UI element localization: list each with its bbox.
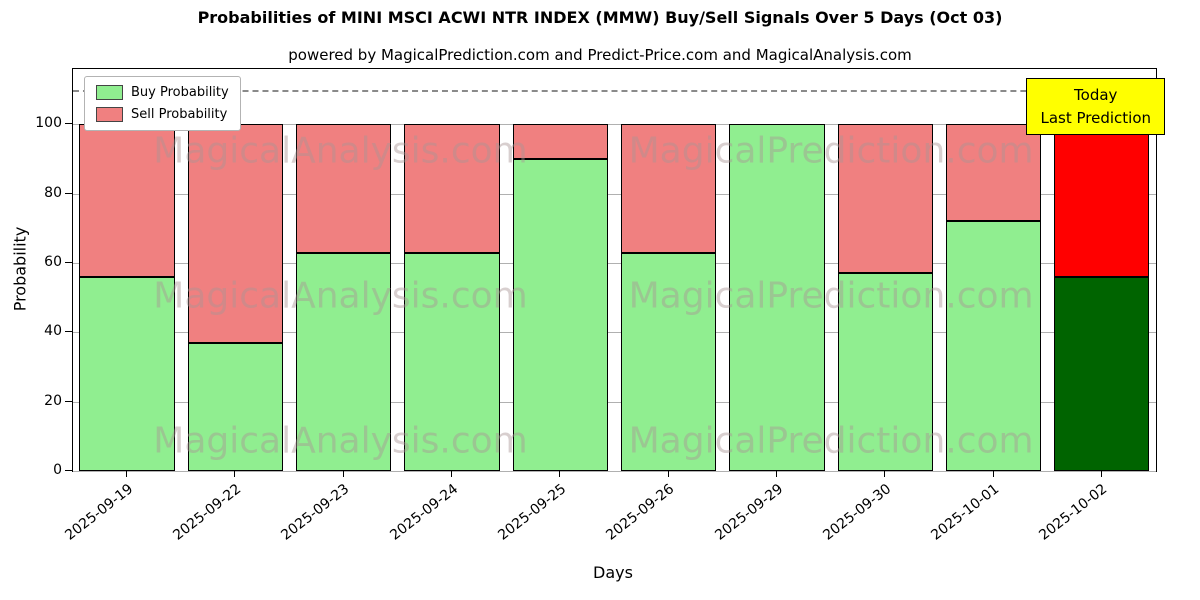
x-tickmark-2025-09-29 xyxy=(775,471,777,477)
bar-sell-2025-09-30 xyxy=(837,124,933,274)
bar-buy-2025-09-24 xyxy=(404,252,500,471)
x-tick-label-2025-09-25: 2025-09-25 xyxy=(495,481,570,544)
x-tickmark-2025-10-01 xyxy=(992,471,994,477)
bar-buy-2025-09-22 xyxy=(187,342,284,471)
x-tickmark-2025-09-26 xyxy=(667,471,669,477)
dashed-reference-line xyxy=(73,89,1156,92)
y-tickmark-40 xyxy=(65,331,72,333)
y-tickmark-100 xyxy=(65,123,72,125)
x-tick-label-2025-09-22: 2025-09-22 xyxy=(170,481,245,544)
y-tick-label-0: 0 xyxy=(53,462,62,478)
bar-sell-2025-10-02 xyxy=(1054,124,1150,277)
bar-buy-2025-09-25 xyxy=(512,159,608,471)
annotation-line-1: Today xyxy=(1074,86,1118,104)
x-tickmark-2025-09-25 xyxy=(559,471,561,477)
x-tickmark-2025-09-22 xyxy=(234,471,236,477)
x-tick-label-2025-09-19: 2025-09-19 xyxy=(62,481,137,544)
gridline-y-60 xyxy=(73,263,1156,265)
x-tickmark-2025-09-30 xyxy=(884,471,886,477)
bar-sell-2025-09-19 xyxy=(79,124,175,277)
y-tick-label-20: 20 xyxy=(44,392,62,409)
bar-sell-2025-09-23 xyxy=(296,124,392,253)
x-tick-label-2025-09-30: 2025-09-30 xyxy=(820,481,895,544)
y-tick-label-60: 60 xyxy=(44,254,62,271)
legend-buy-label: Buy Probability xyxy=(131,85,229,100)
gridline-y-0 xyxy=(73,471,1156,472)
x-tickmark-2025-09-19 xyxy=(126,471,128,477)
x-tick-label-2025-09-26: 2025-09-26 xyxy=(603,481,678,544)
x-tick-label-2025-09-24: 2025-09-24 xyxy=(386,481,461,544)
y-axis-label: Probability xyxy=(10,226,30,312)
legend-sell-label: Sell Probability xyxy=(131,107,228,122)
plot-area: Buy Probability Sell Probability Today L… xyxy=(72,68,1165,472)
bar-sell-2025-09-22 xyxy=(187,124,284,343)
buy-swatch-icon xyxy=(96,85,123,100)
x-tick-label-2025-10-02: 2025-10-02 xyxy=(1036,481,1111,544)
bar-sell-2025-09-26 xyxy=(620,124,717,253)
gridline-y-40 xyxy=(73,332,1156,334)
bar-sell-2025-10-01 xyxy=(945,124,1042,222)
chart-subtitle: powered by MagicalPrediction.com and Pre… xyxy=(288,46,912,64)
bar-buy-2025-09-29 xyxy=(729,124,825,471)
bar-buy-2025-09-19 xyxy=(79,276,175,471)
sell-swatch-icon xyxy=(96,107,123,122)
y-tick-label-100: 100 xyxy=(35,115,62,132)
y-tickmark-0 xyxy=(65,470,72,471)
gridline-y-80 xyxy=(73,193,1156,195)
x-tickmark-2025-09-23 xyxy=(342,471,344,477)
x-axis-label: Days xyxy=(593,563,633,582)
legend-item-sell: Sell Probability xyxy=(96,107,229,122)
x-tickmark-2025-10-02 xyxy=(1100,471,1102,477)
bar-buy-2025-09-30 xyxy=(837,273,933,471)
x-tick-label-2025-10-01: 2025-10-01 xyxy=(928,481,1003,544)
y-tickmark-20 xyxy=(65,400,72,402)
y-tick-label-80: 80 xyxy=(44,184,62,201)
chart-title: Probabilities of MINI MSCI ACWI NTR INDE… xyxy=(197,8,1003,27)
x-tick-label-2025-09-23: 2025-09-23 xyxy=(278,481,353,544)
x-tick-label-2025-09-29: 2025-09-29 xyxy=(711,481,786,544)
y-tick-label-40: 40 xyxy=(44,323,62,340)
y-tickmark-60 xyxy=(65,262,72,264)
y-tickmark-80 xyxy=(65,192,72,194)
bar-buy-2025-09-23 xyxy=(296,252,392,471)
gridline-y-20 xyxy=(73,401,1156,403)
bar-sell-2025-09-24 xyxy=(404,124,500,253)
gridline-y-100 xyxy=(73,124,1156,126)
legend: Buy Probability Sell Probability xyxy=(84,76,241,131)
bar-buy-2025-09-26 xyxy=(620,252,717,471)
bar-buy-2025-10-02 xyxy=(1054,276,1150,471)
bar-sell-2025-09-25 xyxy=(512,124,608,160)
today-annotation: Today Last Prediction xyxy=(1026,78,1165,135)
annotation-line-2: Last Prediction xyxy=(1040,108,1151,127)
x-tickmark-2025-09-24 xyxy=(451,471,453,477)
bar-buy-2025-10-01 xyxy=(945,221,1042,471)
legend-item-buy: Buy Probability xyxy=(96,85,229,100)
